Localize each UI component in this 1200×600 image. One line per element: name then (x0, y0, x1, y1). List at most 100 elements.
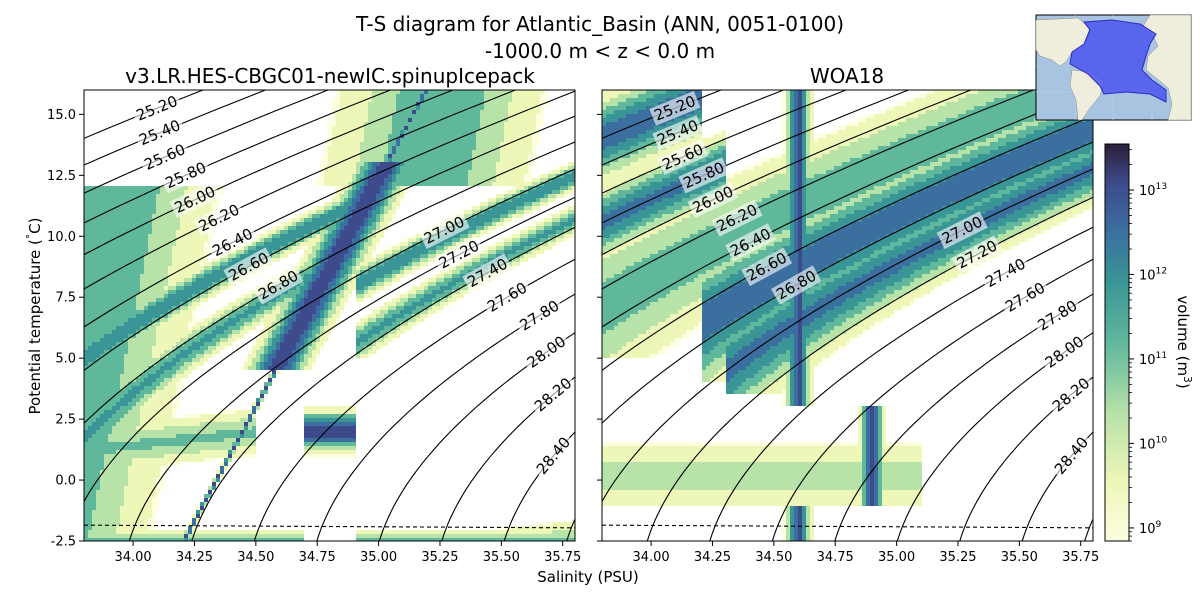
volume-cell (148, 322, 152, 326)
volume-cell (104, 414, 108, 418)
volume-cell (404, 130, 408, 134)
volume-cell (188, 346, 192, 350)
volume-cell (192, 250, 196, 254)
volume-cell (332, 174, 336, 178)
volume-cell (180, 338, 184, 342)
volume-cell (100, 198, 104, 202)
volume-cell (384, 266, 388, 270)
volume-cell (404, 238, 408, 242)
volume-cell (148, 506, 152, 510)
volume-cell (184, 278, 188, 282)
volume-cell (364, 334, 368, 338)
volume-cell (336, 274, 340, 278)
volume-cell (308, 310, 312, 314)
volume-cell (328, 246, 332, 250)
volume-cell (300, 338, 304, 342)
volume-cell (304, 434, 308, 438)
volume-cell (172, 534, 176, 538)
volume-cell (300, 274, 304, 278)
volume-cell (192, 422, 196, 426)
volume-cell (140, 434, 144, 438)
volume-cell (148, 338, 152, 342)
volume-cell (384, 198, 388, 202)
volume-cell (336, 186, 340, 190)
volume-cell (160, 342, 164, 346)
volume-cell (364, 106, 368, 110)
volume-cell (144, 254, 148, 258)
volume-cell (328, 422, 332, 426)
volume-cell (320, 314, 324, 318)
volume-cell (236, 442, 240, 446)
volume-cell (152, 210, 156, 214)
volume-cell (372, 250, 376, 254)
volume-cell (88, 454, 92, 458)
volume-cell (292, 238, 296, 242)
volume-cell (284, 250, 288, 254)
volume-cell (340, 126, 344, 130)
volume-cell (100, 334, 104, 338)
volume-cell (84, 426, 88, 430)
volume-cell (376, 102, 380, 106)
volume-cell (208, 330, 212, 334)
volume-cell (236, 414, 240, 418)
volume-cell (304, 446, 308, 450)
volume-cell (156, 346, 160, 350)
volume-cell (104, 270, 108, 274)
volume-cell (388, 110, 392, 114)
volume-cell (172, 418, 176, 422)
volume-cell (104, 406, 108, 410)
volume-cell (252, 246, 256, 250)
volume-cell (196, 294, 200, 298)
volume-cell (392, 530, 396, 534)
volume-cell (152, 474, 156, 478)
volume-cell (340, 142, 344, 146)
volume-cell (100, 326, 104, 330)
volume-cell (120, 518, 124, 522)
volume-cell (224, 538, 228, 541)
volume-cell (116, 234, 120, 238)
volume-cell (312, 450, 316, 454)
volume-cell (172, 190, 176, 194)
volume-cell (140, 218, 144, 222)
volume-cell (128, 414, 132, 418)
volume-cell (192, 442, 196, 446)
volume-cell (156, 290, 160, 294)
volume-cell (332, 178, 336, 182)
volume-cell (276, 534, 280, 538)
volume-cell (292, 242, 296, 246)
volume-cell (248, 366, 252, 370)
volume-cell (148, 378, 152, 382)
volume-cell (120, 358, 124, 362)
volume-cell (348, 190, 352, 194)
volume-cell (172, 422, 176, 426)
volume-cell (124, 534, 128, 538)
volume-cell (324, 162, 328, 166)
volume-cell (356, 210, 360, 214)
volume-cell (392, 270, 396, 274)
volume-cell (132, 402, 136, 406)
volume-cell (100, 250, 104, 254)
volume-cell (292, 334, 296, 338)
volume-cell (360, 234, 364, 238)
volume-cell (216, 350, 220, 354)
volume-cell (128, 322, 132, 326)
volume-cell (104, 498, 108, 502)
volume-cell (396, 142, 400, 146)
volume-cell (100, 366, 104, 370)
volume-cell (116, 322, 120, 326)
volume-cell (352, 130, 356, 134)
volume-cell (128, 298, 132, 302)
volume-cell (220, 262, 224, 266)
volume-cell (108, 338, 112, 342)
volume-cell (100, 338, 104, 342)
volume-cell (392, 114, 396, 118)
volume-cell (204, 446, 208, 450)
volume-cell (360, 102, 364, 106)
volume-cell (192, 426, 196, 430)
volume-cell (176, 270, 180, 274)
volume-cell (148, 386, 152, 390)
volume-cell (364, 350, 368, 354)
volume-cell (84, 250, 88, 254)
volume-cell (320, 158, 324, 162)
volume-cell (384, 206, 388, 210)
